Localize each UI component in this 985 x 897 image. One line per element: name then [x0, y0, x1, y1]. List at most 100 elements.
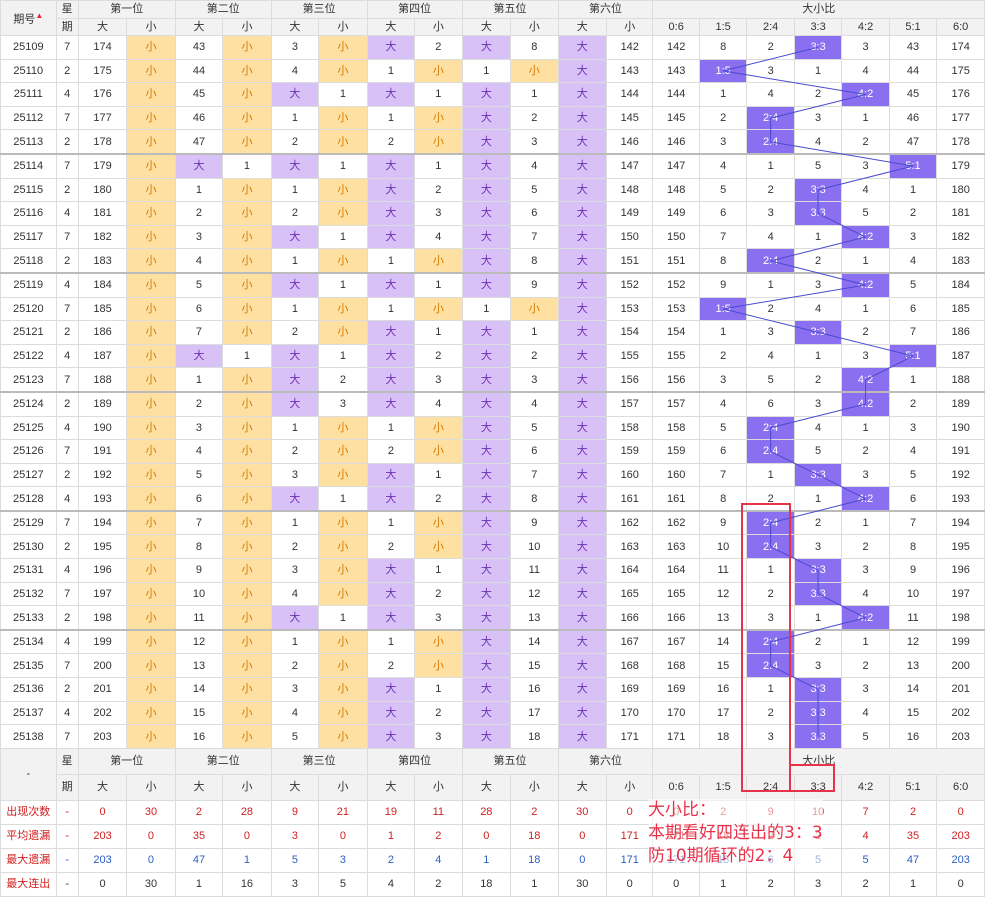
pos3-small-cell: 小: [318, 415, 368, 441]
week-cell: 7: [55, 581, 79, 607]
ratio-miss-cell: 2: [698, 343, 748, 369]
table-row: 25116 4 181 小 2 小 2 小大 3 大 6 大 149 149 6 3 3:3 5 2 181: [0, 201, 985, 226]
pos4-small-cell: 1: [414, 462, 463, 488]
pos5-small-cell: 1: [510, 82, 559, 107]
pos2-big-cell: 45: [174, 82, 224, 107]
ratio-miss-cell: 6: [888, 296, 938, 322]
pos1-big-cell: 179: [77, 152, 128, 179]
footer-group-6: 第六位: [557, 747, 654, 775]
footer-dash: -: [0, 747, 57, 801]
pos6-big-cell: 大: [557, 700, 608, 726]
period-cell: 25125: [0, 415, 57, 441]
ratio-miss-cell: 4: [888, 439, 938, 464]
week-cell: 4: [55, 82, 79, 107]
subheader-small-1: 小: [126, 18, 176, 36]
pos3-small-cell: 小: [318, 248, 368, 274]
pos6-small-cell: 143: [606, 58, 654, 84]
pos1-big-cell: 180: [77, 177, 128, 203]
stat-value: 18: [461, 871, 512, 897]
pos5-big-cell: 大: [461, 628, 512, 655]
pos6-small-cell: 159: [606, 439, 654, 464]
pos4-big-cell: 大: [366, 558, 416, 583]
footer-group-5: 第五位: [461, 747, 559, 775]
week-cell: 2: [55, 390, 79, 417]
period-header[interactable]: 期号▲: [0, 0, 57, 36]
pos2-big-cell: 43: [174, 35, 224, 60]
ratio-miss-cell: 190: [936, 415, 985, 441]
pos2-small-cell: 小: [222, 653, 272, 679]
period-cell: 25138: [0, 724, 57, 749]
ratio-miss-cell: 1: [698, 320, 748, 345]
pos1-small-cell: 小: [126, 700, 176, 726]
group-header-1: 第一位: [77, 0, 176, 19]
pos1-big-cell: 190: [77, 415, 128, 441]
footer-group-1: 第一位: [77, 747, 176, 775]
stat-value: 0: [77, 799, 128, 825]
ratio-miss-cell: 43: [888, 35, 938, 60]
week-header-top: 星: [55, 0, 79, 19]
subheader-ratio-6: 6:0: [936, 18, 985, 36]
pos4-big-cell: 大: [366, 390, 416, 417]
ratio-hit-cell: 4:2: [841, 224, 890, 250]
pos4-big-cell: 大: [366, 581, 416, 607]
stat-value: 21: [318, 799, 368, 825]
ratio-miss-cell: 3: [841, 462, 890, 488]
ratio-miss-cell: 12: [888, 628, 938, 655]
pos3-big-cell: 2: [270, 534, 320, 560]
pos2-big-cell: 46: [174, 105, 224, 131]
footer-subheader-small-6: 小: [606, 773, 654, 801]
pos2-small-cell: 小: [222, 534, 272, 560]
period-cell: 25127: [0, 462, 57, 488]
pos1-big-cell: 175: [77, 58, 128, 84]
pos3-big-cell: 大: [270, 152, 320, 179]
pos1-big-cell: 182: [77, 224, 128, 250]
pos1-big-cell: 184: [77, 271, 128, 298]
pos5-big-cell: 大: [461, 605, 512, 631]
stat-value: 30: [126, 871, 176, 897]
pos1-small-cell: 小: [126, 486, 176, 512]
pos5-small-cell: 2: [510, 343, 559, 369]
ratio-hit-cell: 4:2: [841, 486, 890, 512]
week-cell: 2: [55, 534, 79, 560]
sort-icon[interactable]: ▲: [35, 11, 44, 21]
pos1-small-cell: 小: [126, 415, 176, 441]
ratio-miss-cell: 8: [698, 486, 748, 512]
ratio-miss-cell: 10: [698, 534, 748, 560]
stat-value: -: [55, 871, 79, 897]
ratio-miss-cell: 3: [698, 129, 748, 155]
pos5-big-cell: 大: [461, 700, 512, 726]
ratio-hit-cell: 4:2: [841, 271, 890, 298]
week-cell: 7: [55, 724, 79, 749]
ratio-miss-cell: 3: [746, 58, 795, 84]
ratio-miss-cell: 184: [936, 271, 985, 298]
stat-row: 出现次数-030228921191128230002910720: [0, 799, 985, 825]
pos5-small-cell: 3: [510, 367, 559, 393]
pos5-big-cell: 大: [461, 439, 512, 464]
pos4-small-cell: 1: [414, 152, 463, 179]
ratio-miss-cell: 152: [652, 271, 700, 298]
pos5-small-cell: 6: [510, 201, 559, 226]
footer-group-3: 第三位: [270, 747, 368, 775]
stat-value: 4: [366, 871, 416, 897]
footer-subheader-big-3: 大: [270, 773, 320, 801]
group-header-3: 第三位: [270, 0, 368, 19]
ratio-miss-cell: 2: [841, 439, 890, 464]
pos1-small-cell: 小: [126, 605, 176, 631]
pos4-big-cell: 大: [366, 177, 416, 203]
ratio-miss-cell: 2: [841, 653, 890, 679]
pos5-small-cell: 小: [510, 296, 559, 322]
pos3-big-cell: 2: [270, 201, 320, 226]
week-cell: 4: [55, 628, 79, 655]
pos2-small-cell: 小: [222, 486, 272, 512]
week-cell: 4: [55, 415, 79, 441]
pos2-small-cell: 小: [222, 248, 272, 274]
pos5-small-cell: 14: [510, 628, 559, 655]
ratio-miss-cell: 2: [793, 628, 843, 655]
pos1-big-cell: 181: [77, 201, 128, 226]
week-cell: 7: [55, 35, 79, 60]
ratio-miss-cell: 3: [793, 534, 843, 560]
ratio-miss-cell: 3: [793, 653, 843, 679]
pos6-small-cell: 160: [606, 462, 654, 488]
pos4-big-cell: 大: [366, 320, 416, 345]
pos6-small-cell: 155: [606, 343, 654, 369]
